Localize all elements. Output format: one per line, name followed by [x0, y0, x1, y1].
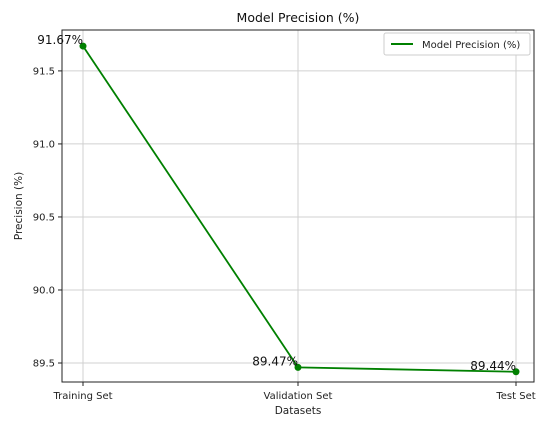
data-point	[294, 363, 302, 371]
data-point	[512, 368, 520, 376]
data-label: 89.47%	[252, 354, 298, 368]
series-lines	[82, 45, 517, 373]
x-tick-label: Training Set	[52, 391, 112, 402]
series-line	[82, 45, 517, 373]
y-tick-label: 91.5	[33, 66, 55, 77]
x-ticks: Training Set Validation Set Test Set	[52, 382, 536, 402]
grid	[62, 30, 534, 382]
y-tick-label: 90.0	[33, 285, 55, 296]
y-tick-label: 91.0	[33, 139, 55, 150]
y-tick-label: 90.5	[33, 212, 55, 223]
x-tick-label: Validation Set	[264, 391, 333, 402]
y-tick-label: 89.5	[33, 359, 55, 370]
y-ticks: 89.5 90.0 90.5 91.0 91.5	[33, 66, 62, 370]
x-axis-title: Datasets	[275, 405, 322, 417]
data-label: 91.67%	[37, 33, 83, 47]
data-point	[79, 42, 87, 50]
legend-box	[383, 32, 531, 56]
legend: Model Precision (%)	[383, 32, 531, 56]
data-labels: 91.67% 89.47% 89.44%	[37, 33, 516, 373]
x-tick-label: Test Set	[495, 391, 535, 402]
series-points	[79, 42, 520, 376]
legend-label: Model Precision (%)	[422, 40, 520, 51]
data-label: 89.44%	[470, 359, 516, 373]
chart-title: Model Precision (%)	[237, 10, 360, 25]
y-axis-title: Precision (%)	[13, 172, 25, 240]
